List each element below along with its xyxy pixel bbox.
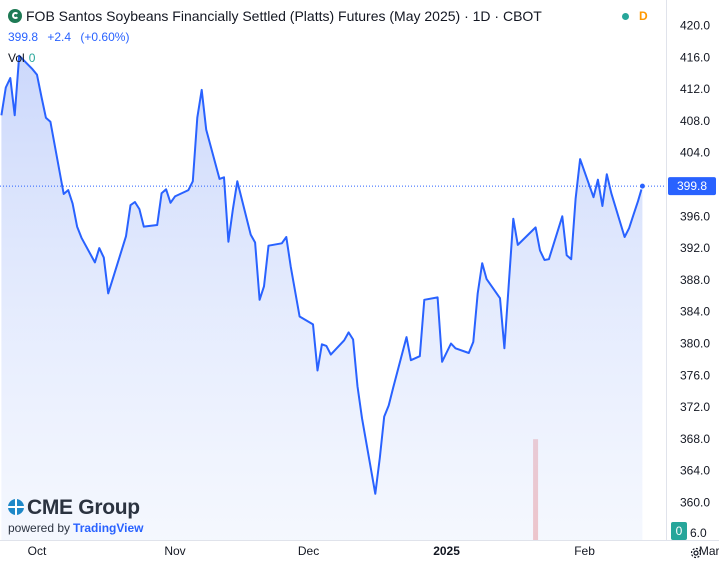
time-axis-tick-label: Mar: [699, 544, 719, 558]
price-axis-tick-label: 368.0: [680, 432, 710, 446]
price-axis-tick-label: 376.0: [680, 368, 710, 382]
price-axis-tick-label: 380.0: [680, 337, 710, 351]
time-axis-tick-label: Dec: [298, 544, 319, 558]
platform-name[interactable]: TradingView: [73, 521, 144, 535]
last-price-tag-text: 399.8: [677, 179, 707, 193]
price-change: +2.4: [47, 30, 72, 44]
chart-title-text: FOB Santos Soybeans Financially Settled …: [26, 8, 542, 24]
price-axis-tick-label: 420.0: [680, 19, 710, 33]
volume-label: Vol: [8, 51, 25, 65]
price-summary: 399.8 +2.4 (+0.60%): [8, 30, 135, 44]
price-axis-tick-label: 416.0: [680, 50, 710, 64]
volume-legend[interactable]: Vol 0: [8, 51, 35, 65]
price-line: [0, 54, 644, 495]
market-status[interactable]: D: [622, 9, 648, 23]
exchange-logo-icon: [8, 9, 22, 23]
volume-value-tag: 0: [671, 522, 687, 540]
time-axis-tick-label: Oct: [28, 544, 47, 558]
price-axis-tick-label: 360.0: [680, 496, 710, 510]
price-axis-tick-label: 364.0: [680, 464, 710, 478]
time-axis-tick-label: Nov: [164, 544, 185, 558]
volume-value-tag-text: 0: [676, 524, 683, 538]
powered-by-text: powered by: [8, 521, 71, 535]
price-axis-tick-label: 388.0: [680, 273, 710, 287]
last-price-marker: [638, 182, 646, 190]
delayed-data-flag[interactable]: D: [639, 9, 648, 23]
price-axis-tick-label: 372.0: [680, 400, 710, 414]
price-axis-tick-label: 412.0: [680, 82, 710, 96]
cme-globe-icon: [8, 499, 24, 515]
price-axis-tick-label: 392.0: [680, 241, 710, 255]
time-axis-tick-label: Feb: [574, 544, 595, 558]
price-axis[interactable]: 420.0 416.0 412.0 408.0 404.0 396.0 392.0 388.0…: [680, 19, 710, 541]
volume-value: 0: [28, 51, 36, 65]
price-change-percent: (+0.60%): [80, 30, 130, 44]
settings-gear-icon[interactable]: [689, 546, 703, 560]
price-axis-tick-label: 404.0: [680, 146, 710, 160]
price-axis-tick-label: 396.0: [680, 209, 710, 223]
price-area-fill: [1, 55, 643, 540]
chart-title: FOB Santos Soybeans Financially Settled …: [8, 8, 542, 24]
last-price-tag: 399.8: [668, 177, 716, 196]
price-axis-tick-label-partial: 6.0: [690, 526, 707, 540]
price-axis-tick-label: 408.0: [680, 114, 710, 128]
brand-name: CME Group: [27, 496, 140, 519]
market-status-dot-icon: [622, 13, 629, 20]
cme-branding[interactable]: CME Group powered by TradingView: [8, 496, 144, 535]
time-axis-tick-label: 2025: [433, 544, 460, 558]
price-axis-tick-label: 384.0: [680, 305, 710, 319]
time-axis[interactable]: Oct Nov Dec 2025 Feb Mar: [28, 544, 719, 558]
last-price: 399.8: [8, 30, 39, 44]
